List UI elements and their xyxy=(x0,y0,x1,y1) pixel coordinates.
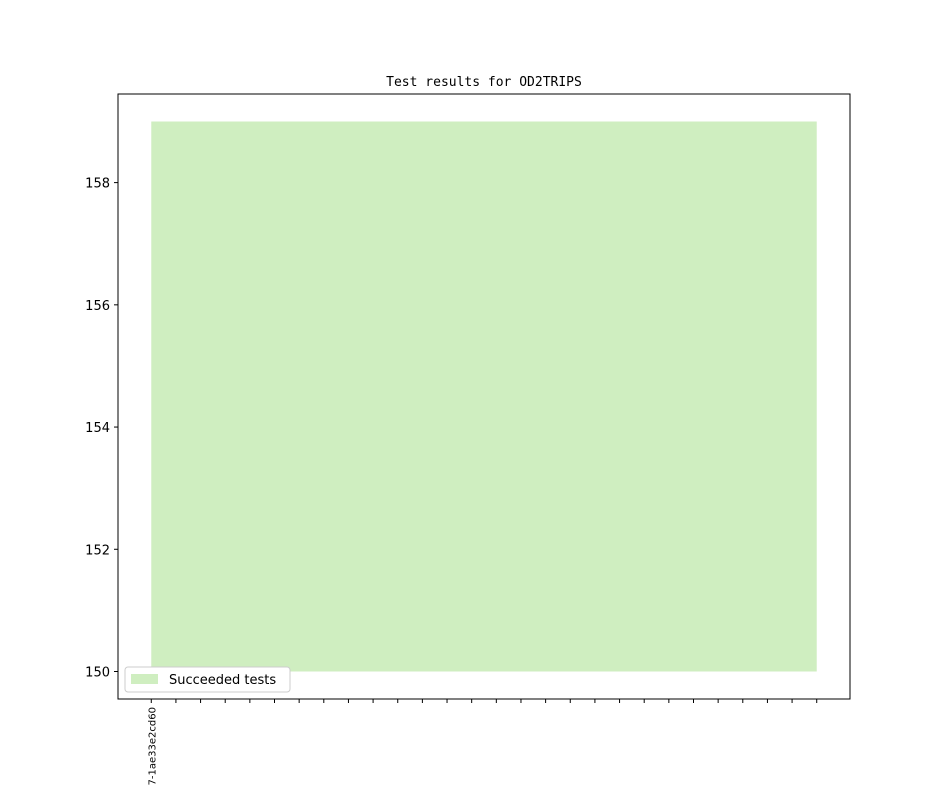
legend-label: Succeeded tests xyxy=(169,673,276,688)
plot-frame xyxy=(117,93,851,700)
legend-swatch xyxy=(131,674,158,684)
y-tick-label: 158 xyxy=(85,177,110,192)
x-tick-label: 7-1ae33e2cd60 xyxy=(147,707,158,785)
area xyxy=(151,121,817,672)
legend-box xyxy=(124,666,291,693)
y-tick-label: 154 xyxy=(85,421,110,436)
y-tick-label: 150 xyxy=(85,666,110,681)
chart-title: Test results for OD2TRIPS xyxy=(386,75,582,90)
y-tick-label: 152 xyxy=(85,543,110,558)
y-tick-label: 156 xyxy=(85,299,110,314)
